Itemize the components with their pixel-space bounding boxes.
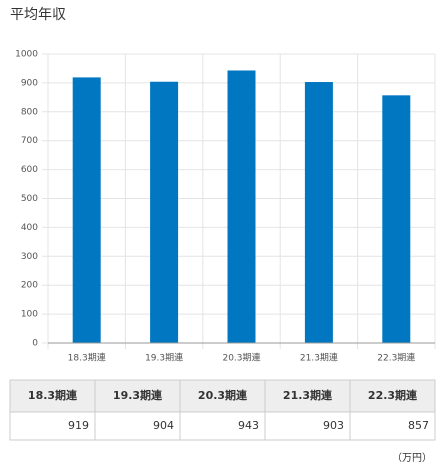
chart-title: 平均年収 (10, 7, 66, 23)
table-header-bg (10, 380, 435, 412)
bar (227, 70, 256, 344)
value-cell (349, 411, 436, 441)
y-tick-label: 600 (21, 165, 38, 175)
x-tick-label: 19.3期連 (145, 352, 183, 364)
table-header: 18.3期連 (28, 388, 78, 402)
y-tick-label: 0 (32, 339, 38, 349)
bar (150, 81, 179, 343)
y-tick-label: 900 (21, 78, 38, 88)
x-tick-label: 21.3期連 (300, 352, 338, 364)
y-tick-label: 200 (21, 281, 38, 291)
table-header: 20.3期連 (198, 388, 248, 402)
table-header: 19.3期連 (113, 388, 163, 402)
table-value: 943 (238, 419, 259, 432)
x-tick-label: 22.3期連 (377, 352, 415, 364)
bar (382, 95, 411, 344)
bar (304, 82, 333, 344)
y-tick-label: 400 (21, 223, 38, 233)
y-tick-label: 500 (21, 194, 38, 204)
table-value: 857 (408, 419, 429, 432)
table-header: 22.3期連 (368, 388, 418, 402)
table-value: 903 (323, 419, 344, 432)
y-tick-label: 1000 (15, 50, 38, 60)
bar (72, 77, 101, 343)
table-value: 904 (153, 419, 174, 432)
y-tick-label: 800 (21, 107, 38, 117)
table-header: 21.3期連 (283, 388, 333, 402)
y-tick-label: 300 (21, 252, 38, 262)
x-tick-label: 18.3期連 (68, 352, 106, 364)
y-tick-label: 700 (21, 136, 38, 146)
table-value: 919 (68, 419, 89, 432)
y-tick-label: 100 (21, 310, 38, 320)
x-tick-label: 20.3期連 (222, 352, 260, 364)
unit-label: （万円） (392, 452, 432, 464)
